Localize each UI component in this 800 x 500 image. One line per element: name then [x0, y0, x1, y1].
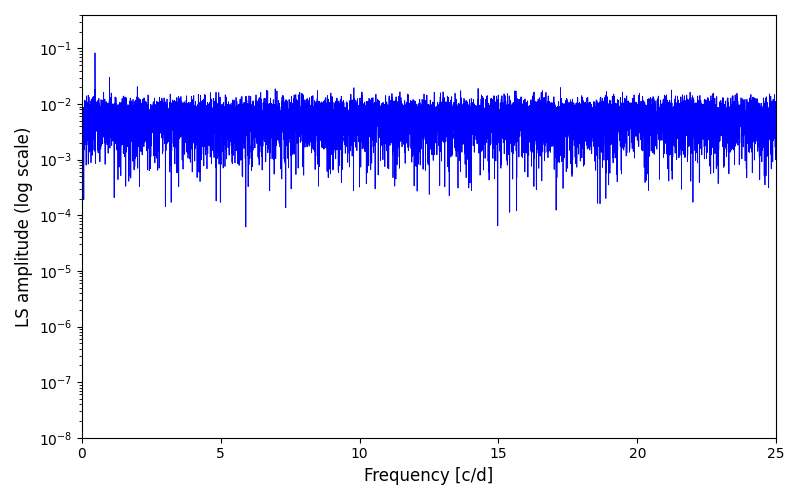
Y-axis label: LS amplitude (log scale): LS amplitude (log scale)	[15, 126, 33, 326]
X-axis label: Frequency [c/d]: Frequency [c/d]	[364, 467, 494, 485]
